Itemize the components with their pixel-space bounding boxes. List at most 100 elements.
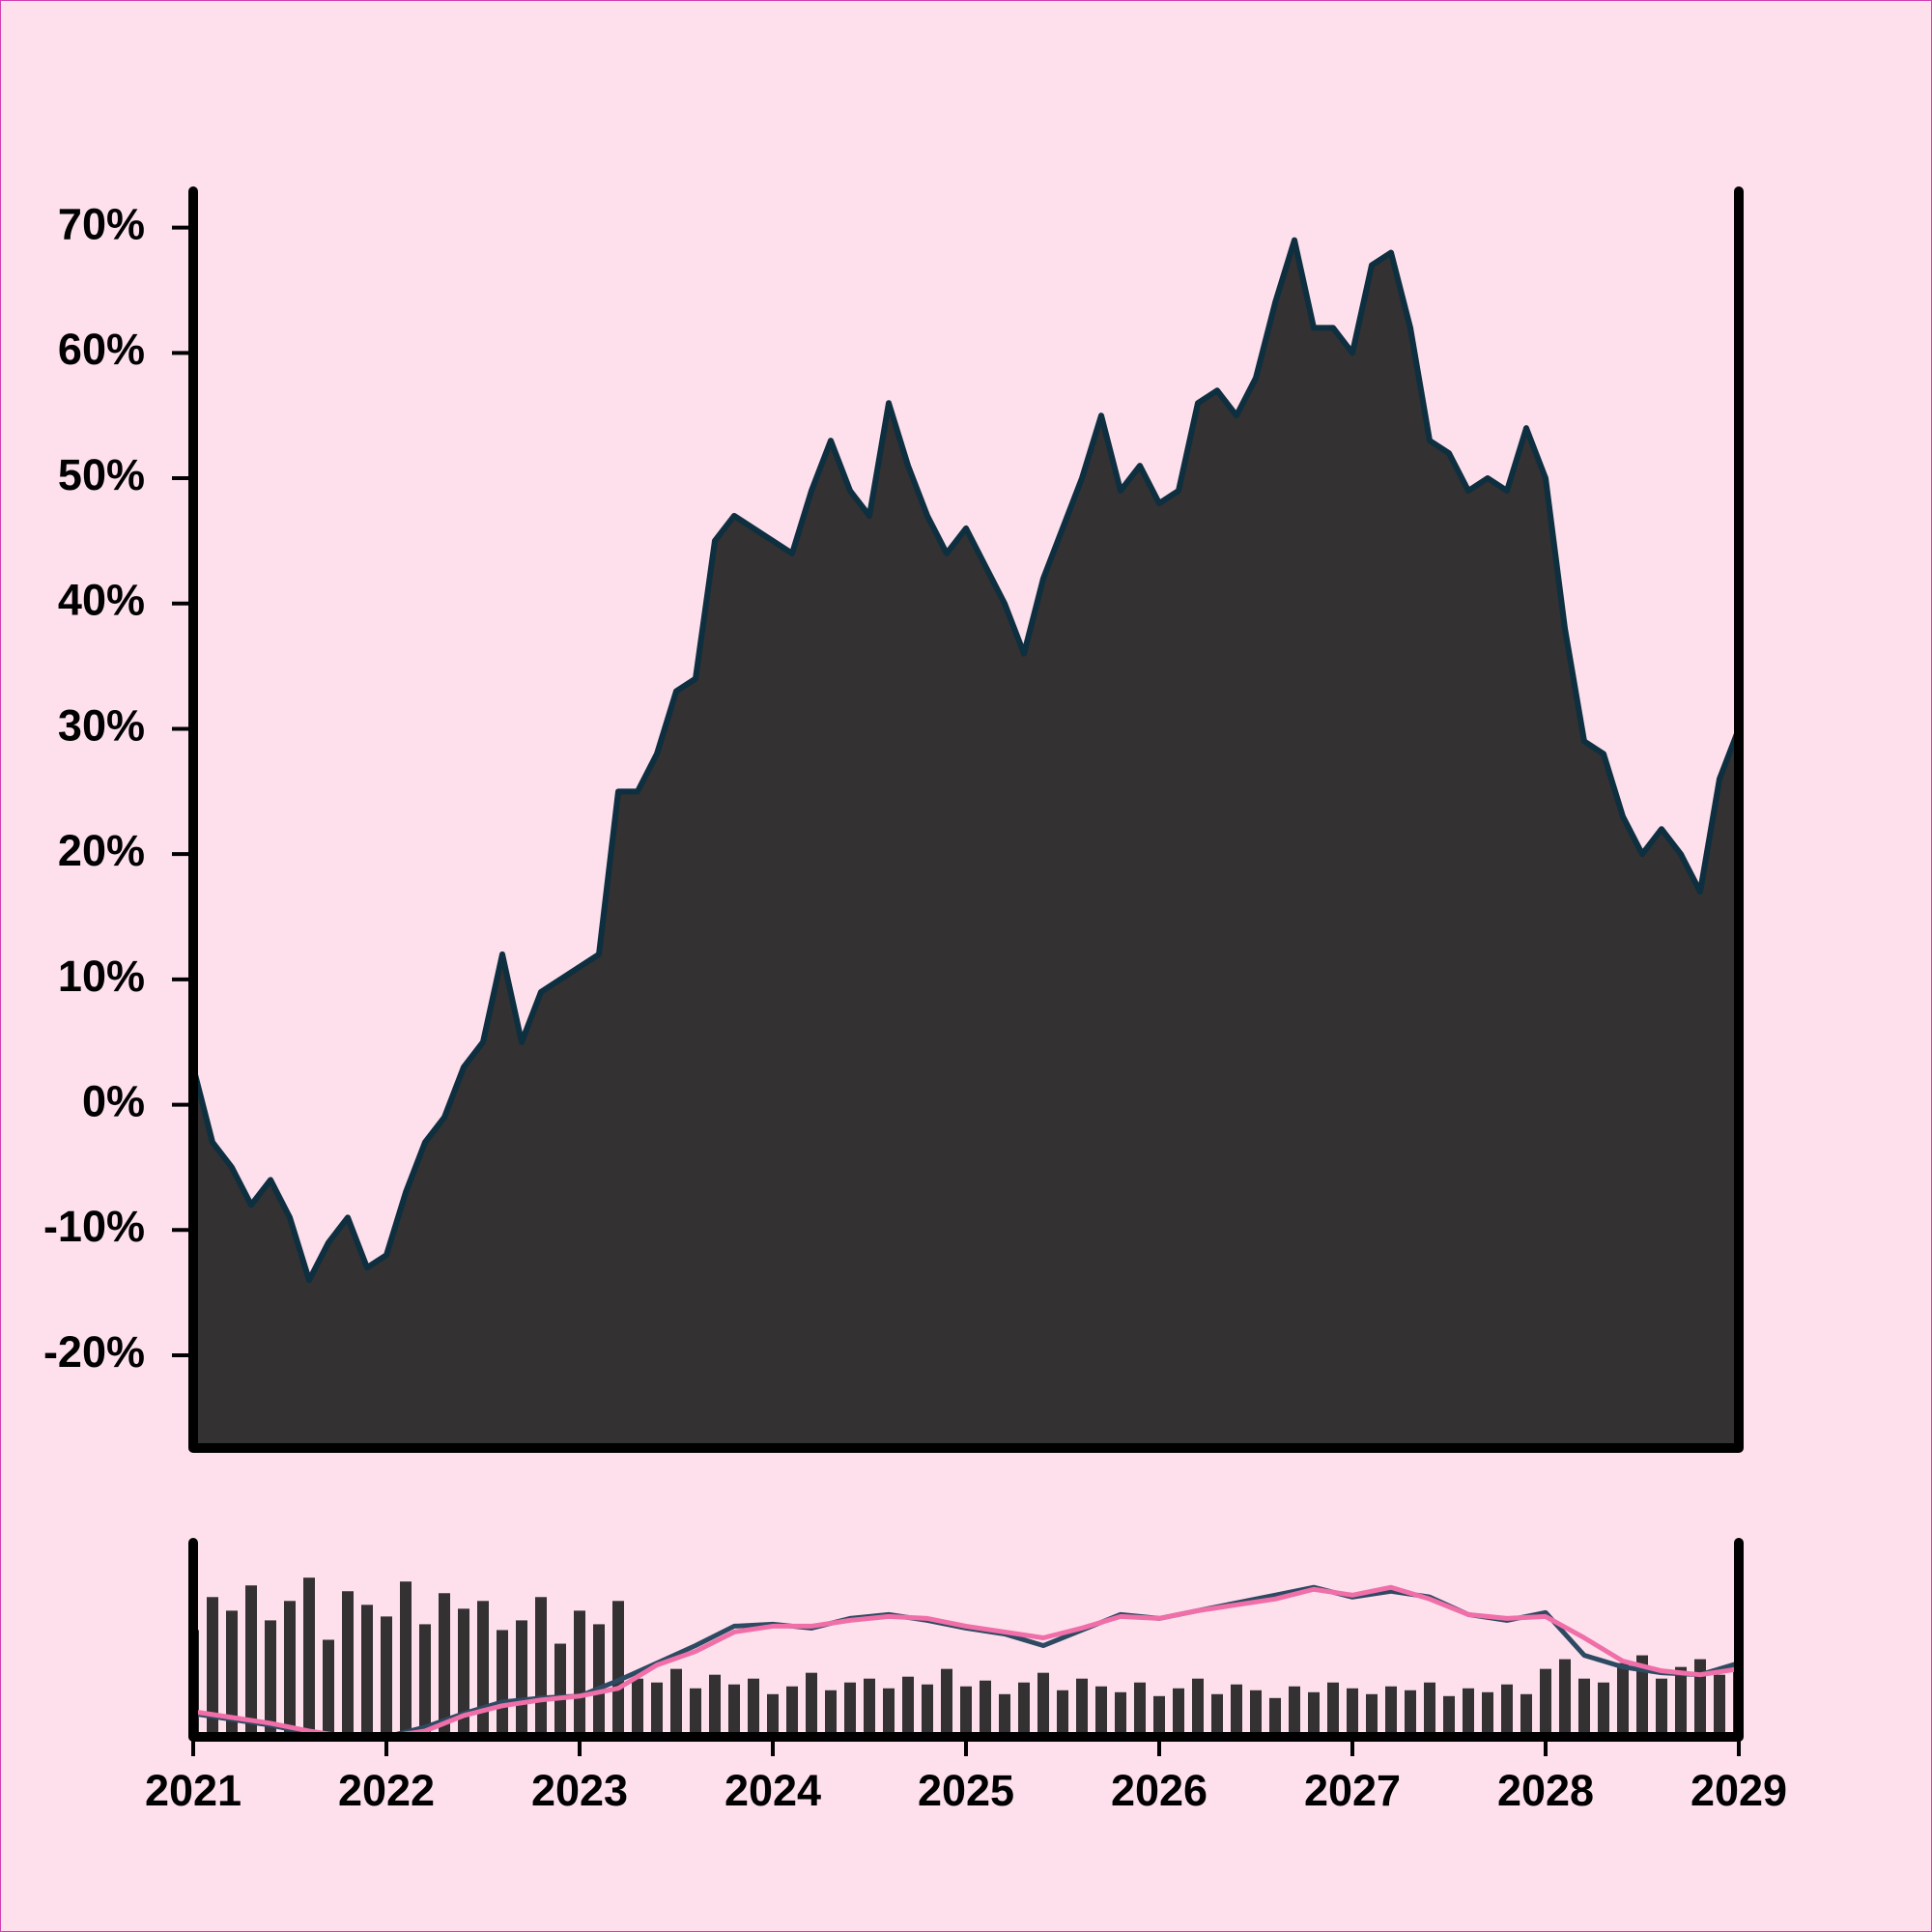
- x-tick-label: 2021: [145, 1766, 242, 1815]
- x-tick-label: 2022: [338, 1766, 435, 1815]
- bar: [883, 1688, 895, 1737]
- bar: [477, 1601, 489, 1737]
- bar: [1540, 1668, 1551, 1737]
- bar: [361, 1605, 373, 1737]
- bar: [825, 1690, 837, 1737]
- x-tick-label: 2027: [1304, 1766, 1401, 1815]
- bar: [1173, 1688, 1184, 1737]
- bar: [1501, 1684, 1513, 1737]
- bar: [535, 1597, 547, 1737]
- area-line: [190, 237, 1742, 1284]
- bar: [1424, 1682, 1435, 1737]
- bar: [1405, 1690, 1416, 1737]
- bar: [419, 1624, 431, 1737]
- bar: [303, 1577, 315, 1737]
- bar: [458, 1608, 469, 1737]
- bar: [593, 1624, 605, 1737]
- x-tick-label: 2024: [724, 1766, 821, 1815]
- y-tick-label: 30%: [58, 700, 145, 750]
- bar: [1694, 1659, 1706, 1737]
- y-tick-label: 10%: [58, 952, 145, 1001]
- bar: [265, 1620, 276, 1737]
- bar: [323, 1639, 334, 1737]
- y-tick-label: 50%: [58, 450, 145, 499]
- bar: [960, 1686, 972, 1737]
- bar: [902, 1676, 914, 1737]
- bar: [284, 1601, 296, 1737]
- bar: [1617, 1662, 1629, 1737]
- bar: [864, 1678, 875, 1737]
- bar: [922, 1684, 933, 1737]
- bar: [1115, 1691, 1126, 1737]
- y-tick-label: 40%: [58, 576, 145, 625]
- bar: [226, 1610, 238, 1737]
- bar: [439, 1593, 450, 1737]
- y-tick-label: 0%: [82, 1076, 145, 1125]
- bar: [980, 1680, 991, 1737]
- bar: [1559, 1659, 1571, 1737]
- bar: [1153, 1695, 1165, 1737]
- bar: [1482, 1691, 1493, 1737]
- bar: [941, 1668, 952, 1737]
- bar: [1675, 1666, 1687, 1737]
- bar: [1018, 1682, 1030, 1737]
- bar: [1289, 1686, 1300, 1737]
- x-tick-label: 2028: [1497, 1766, 1594, 1815]
- lines: [193, 1584, 1739, 1737]
- x-tick-label: 2026: [1111, 1766, 1208, 1815]
- bar: [1192, 1678, 1204, 1737]
- y-tick-label: 20%: [58, 826, 145, 875]
- bar: [342, 1591, 354, 1737]
- bar: [1578, 1678, 1590, 1737]
- y-tick-label: 70%: [58, 200, 145, 249]
- bar: [728, 1684, 740, 1737]
- bar: [1076, 1678, 1088, 1737]
- bar: [1463, 1688, 1474, 1737]
- bar: [207, 1597, 218, 1737]
- bar: [1231, 1684, 1242, 1737]
- y-tick-label: -10%: [43, 1202, 145, 1251]
- bar: [709, 1674, 721, 1737]
- bar: [1308, 1691, 1320, 1737]
- x-tick-label: 2023: [531, 1766, 628, 1815]
- bar: [574, 1610, 585, 1737]
- bar: [245, 1585, 257, 1737]
- x-tick-label: 2029: [1690, 1766, 1787, 1815]
- bar: [1269, 1697, 1281, 1737]
- bar: [1366, 1693, 1378, 1737]
- bar: [1327, 1682, 1339, 1737]
- bar: [690, 1688, 701, 1737]
- bar: [999, 1693, 1010, 1737]
- axis-frame: [188, 1538, 1744, 1742]
- bar: [632, 1678, 643, 1737]
- bar: [1656, 1678, 1667, 1737]
- area: [193, 240, 1739, 1448]
- y-tick-label: -20%: [43, 1327, 145, 1377]
- bar: [1385, 1686, 1397, 1737]
- bar: [1520, 1693, 1532, 1737]
- bar: [1211, 1693, 1223, 1737]
- bar: [767, 1693, 779, 1737]
- bar: [1134, 1682, 1146, 1737]
- bar: [670, 1668, 682, 1737]
- bar: [554, 1643, 566, 1737]
- bar: [381, 1616, 392, 1737]
- bar: [1443, 1695, 1455, 1737]
- x-tick-label: 2025: [918, 1766, 1014, 1815]
- line: [193, 1584, 1739, 1737]
- bar: [1636, 1655, 1648, 1737]
- bar: [806, 1672, 817, 1737]
- y-tick-label: 60%: [58, 325, 145, 374]
- bar: [651, 1682, 663, 1737]
- bar: [1095, 1686, 1107, 1737]
- bar: [748, 1678, 759, 1737]
- bar: [400, 1581, 412, 1737]
- bar: [1037, 1672, 1049, 1737]
- bar: [516, 1620, 527, 1737]
- bar: [1714, 1674, 1725, 1737]
- bar: [786, 1686, 798, 1737]
- bar: [497, 1630, 508, 1737]
- axis-frame: [188, 186, 1744, 1453]
- bar: [612, 1601, 624, 1737]
